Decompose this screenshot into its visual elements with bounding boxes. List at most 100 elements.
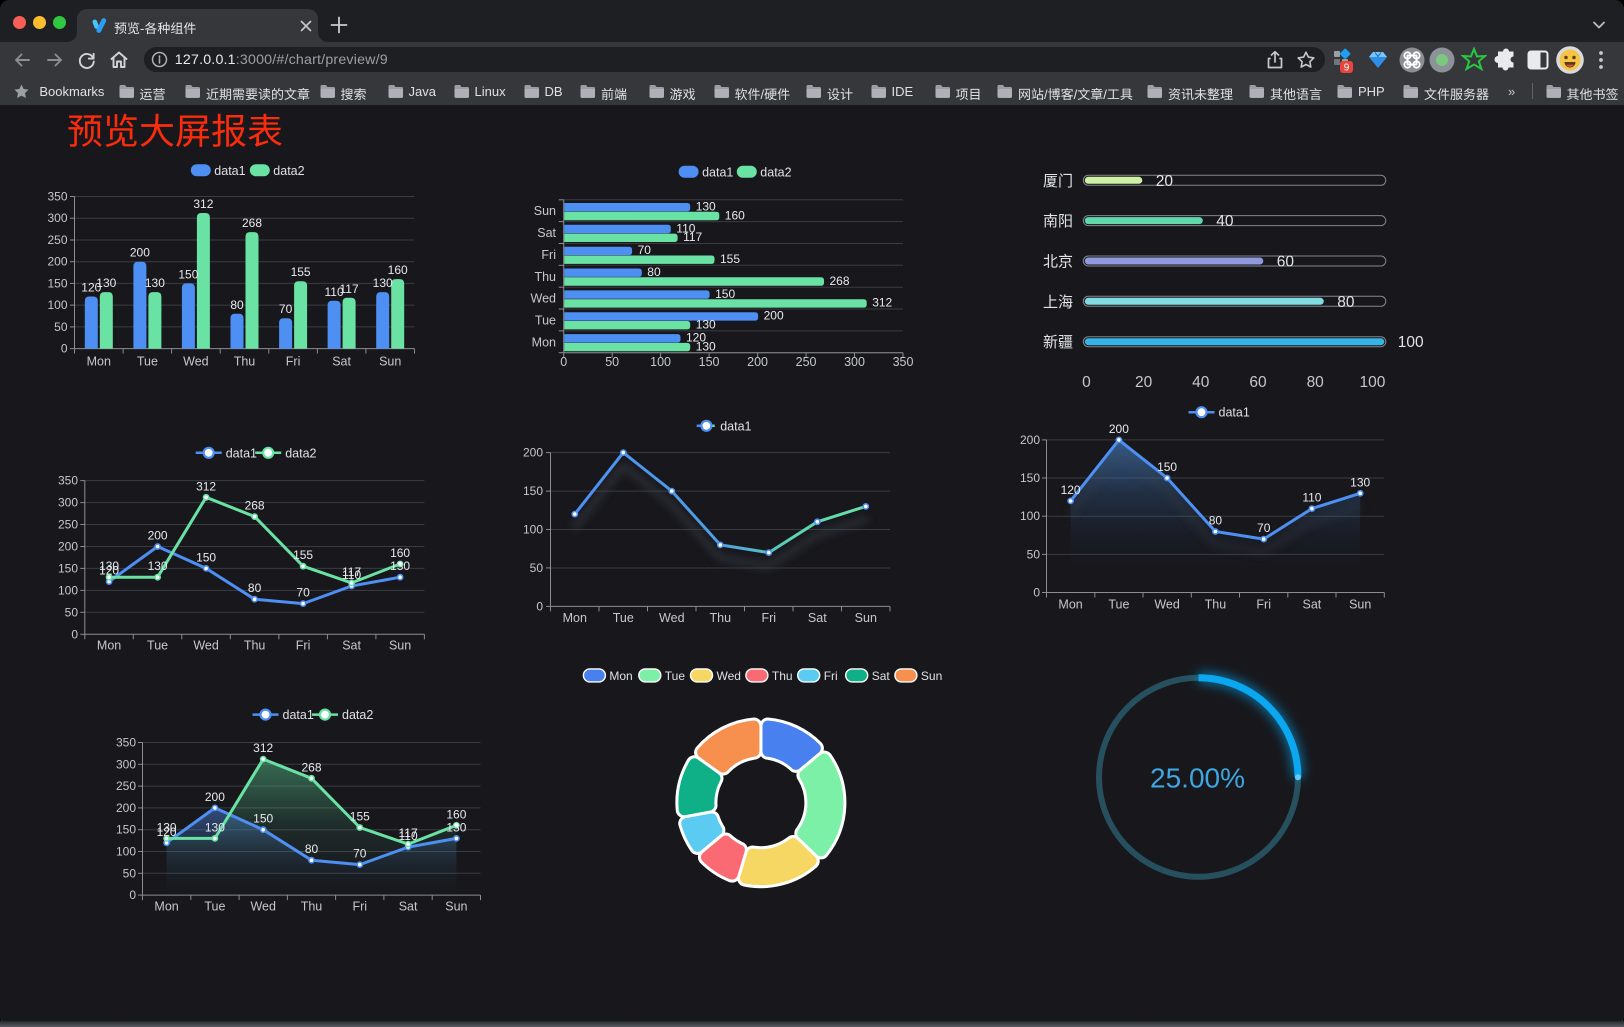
svg-text:Thu: Thu <box>710 611 732 625</box>
svg-text:Wed: Wed <box>531 292 557 306</box>
svg-text:250: 250 <box>58 518 78 532</box>
svg-text:Mon: Mon <box>563 611 587 625</box>
svg-text:200: 200 <box>148 529 168 543</box>
svg-text:130: 130 <box>696 200 716 214</box>
svg-text:200: 200 <box>1020 433 1040 447</box>
svg-text:130: 130 <box>148 559 168 573</box>
svg-text:Sun: Sun <box>445 900 467 914</box>
svg-text:117: 117 <box>340 282 359 296</box>
svg-text:150: 150 <box>58 561 78 575</box>
svg-text:155: 155 <box>720 252 740 266</box>
svg-text:160: 160 <box>725 208 745 222</box>
svg-text:Wed: Wed <box>193 639 219 653</box>
svg-text:Mon: Mon <box>1058 598 1082 612</box>
svg-text:268: 268 <box>245 499 265 513</box>
svg-text:50: 50 <box>1027 547 1041 561</box>
svg-text:Tue: Tue <box>535 313 556 327</box>
svg-text:Wed: Wed <box>183 354 209 368</box>
svg-text:60: 60 <box>1277 254 1295 271</box>
svg-text:130: 130 <box>696 318 716 332</box>
svg-text:data2: data2 <box>760 165 791 179</box>
svg-text:268: 268 <box>830 274 850 288</box>
svg-text:Fri: Fri <box>286 354 301 368</box>
svg-text:data1: data1 <box>1219 406 1250 420</box>
svg-text:110: 110 <box>676 221 695 235</box>
svg-text:130: 130 <box>390 559 410 573</box>
svg-text:350: 350 <box>47 190 67 204</box>
svg-text:data1: data1 <box>720 419 751 433</box>
svg-text:70: 70 <box>296 586 310 600</box>
svg-text:Thu: Thu <box>234 354 256 368</box>
svg-text:117: 117 <box>683 230 702 244</box>
svg-text:Thu: Thu <box>301 900 323 914</box>
svg-text:上海: 上海 <box>1043 294 1073 311</box>
svg-text:150: 150 <box>47 276 67 290</box>
svg-text:Sat: Sat <box>537 226 556 240</box>
svg-text:data1: data1 <box>702 165 733 179</box>
svg-text:100: 100 <box>58 583 78 597</box>
svg-text:50: 50 <box>54 320 68 334</box>
svg-text:Thu: Thu <box>772 669 793 683</box>
svg-text:80: 80 <box>1307 374 1325 391</box>
svg-text:Tue: Tue <box>1108 598 1129 612</box>
svg-text:50: 50 <box>65 605 79 619</box>
svg-text:Sat: Sat <box>399 900 418 914</box>
svg-text:data2: data2 <box>273 164 304 178</box>
svg-text:155: 155 <box>350 810 370 824</box>
svg-text:268: 268 <box>242 216 262 230</box>
svg-text:100: 100 <box>116 845 136 859</box>
svg-text:厦门: 厦门 <box>1043 173 1073 190</box>
svg-text:data1: data1 <box>283 708 314 722</box>
svg-text:Mon: Mon <box>87 354 111 368</box>
svg-text:Mon: Mon <box>532 335 556 349</box>
svg-text:50: 50 <box>123 866 137 880</box>
svg-text:312: 312 <box>193 197 213 211</box>
svg-text:Sun: Sun <box>1349 598 1371 612</box>
svg-text:data1: data1 <box>214 164 245 178</box>
svg-text:130: 130 <box>1350 475 1370 489</box>
svg-text:200: 200 <box>523 446 543 460</box>
svg-text:300: 300 <box>116 757 136 771</box>
svg-text:Mon: Mon <box>609 669 632 683</box>
svg-text:130: 130 <box>157 820 177 834</box>
svg-text:130: 130 <box>373 276 393 290</box>
svg-text:Tue: Tue <box>613 611 634 625</box>
svg-text:110: 110 <box>399 829 418 843</box>
svg-text:200: 200 <box>130 246 150 260</box>
svg-text:350: 350 <box>116 736 136 750</box>
svg-text:300: 300 <box>58 496 78 510</box>
svg-text:Wed: Wed <box>1154 598 1180 612</box>
svg-text:Tue: Tue <box>204 900 225 914</box>
svg-text:20: 20 <box>1156 173 1174 190</box>
svg-text:70: 70 <box>353 847 367 861</box>
svg-text:100: 100 <box>523 523 543 537</box>
svg-text:Fri: Fri <box>296 639 311 653</box>
svg-text:100: 100 <box>650 355 671 369</box>
svg-text:155: 155 <box>291 265 311 279</box>
svg-text:130: 130 <box>205 820 225 834</box>
svg-text:80: 80 <box>248 581 262 595</box>
svg-text:0: 0 <box>560 355 567 369</box>
svg-text:Sun: Sun <box>855 611 877 625</box>
svg-text:130: 130 <box>99 559 119 573</box>
svg-text:Mon: Mon <box>154 900 178 914</box>
svg-text:0: 0 <box>129 888 136 902</box>
svg-text:Thu: Thu <box>534 270 556 284</box>
svg-text:130: 130 <box>446 820 466 834</box>
svg-text:0: 0 <box>536 599 543 613</box>
svg-text:200: 200 <box>47 255 67 269</box>
svg-text:80: 80 <box>1337 294 1355 311</box>
svg-text:Tue: Tue <box>147 639 168 653</box>
svg-text:Sun: Sun <box>389 639 411 653</box>
svg-text:70: 70 <box>1257 521 1271 535</box>
svg-text:250: 250 <box>47 233 67 247</box>
svg-text:Thu: Thu <box>1205 598 1227 612</box>
svg-text:0: 0 <box>71 627 78 641</box>
svg-text:100: 100 <box>1359 374 1385 391</box>
svg-text:0: 0 <box>1033 586 1040 600</box>
svg-text:100: 100 <box>1398 334 1424 351</box>
svg-text:Sun: Sun <box>379 354 401 368</box>
svg-text:200: 200 <box>1109 422 1129 436</box>
svg-text:160: 160 <box>446 807 466 821</box>
svg-text:130: 130 <box>145 276 165 290</box>
